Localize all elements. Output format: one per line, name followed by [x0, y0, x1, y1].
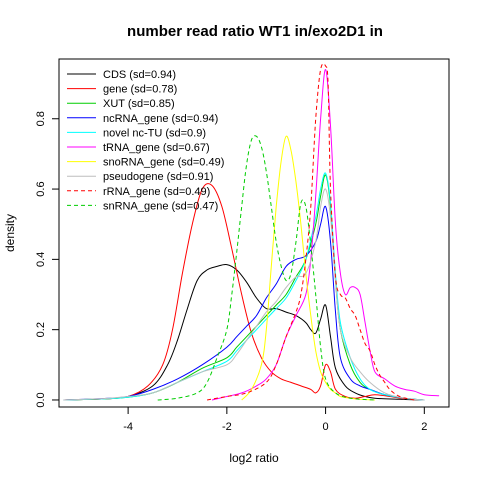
x-tick-label: -2 — [222, 421, 232, 433]
series-line-9 — [157, 135, 375, 401]
series-line-8 — [207, 63, 415, 401]
legend-label: snoRNA_gene (sd=0.49) — [103, 157, 224, 169]
chart-title: number read ratio WT1 in/exo2D1 in — [127, 23, 383, 40]
legend-label: ncRNA_gene (sd=0.94) — [103, 113, 218, 125]
y-tick-label: 0.8 — [35, 111, 47, 126]
y-axis-label: density — [3, 214, 17, 252]
legend-label: pseudogene (sd=0.91) — [103, 171, 213, 183]
x-tick-label: -4 — [123, 421, 133, 433]
y-tick-label: 0.2 — [35, 322, 47, 337]
legend-label: gene (sd=0.78) — [103, 84, 177, 96]
series-line-0 — [63, 263, 425, 401]
y-tick-label: 0.4 — [35, 252, 47, 267]
series-line-5 — [211, 68, 440, 401]
legend-label: novel nc-TU (sd=0.9) — [103, 127, 206, 139]
y-tick-label: 0.6 — [35, 181, 47, 196]
legend: CDS (sd=0.94) gene (sd=0.78) XUT (sd=0.85)… — [67, 69, 224, 212]
series-line-7 — [63, 188, 425, 401]
x-tick-label: 2 — [421, 421, 427, 433]
legend-label: CDS (sd=0.94) — [103, 69, 176, 81]
legend-label: snRNA_gene (sd=0.47) — [103, 200, 218, 212]
series-line-3 — [63, 205, 425, 401]
plot-frame — [58, 58, 450, 408]
x-axis: -4 -2 0 2 — [123, 406, 427, 433]
density-curves — [63, 63, 440, 401]
y-axis: 0.0 0.2 0.4 0.6 0.8 — [35, 111, 60, 408]
y-tick-label: 0.0 — [35, 392, 47, 407]
series-line-1 — [63, 183, 405, 401]
x-tick-label: 0 — [323, 421, 329, 433]
x-axis-label: log2 ratio — [229, 451, 279, 465]
legend-label: tRNA_gene (sd=0.67) — [103, 142, 210, 154]
legend-label: XUT (sd=0.85) — [103, 98, 175, 110]
legend-label: rRNA_gene (sd=0.49) — [103, 186, 210, 198]
